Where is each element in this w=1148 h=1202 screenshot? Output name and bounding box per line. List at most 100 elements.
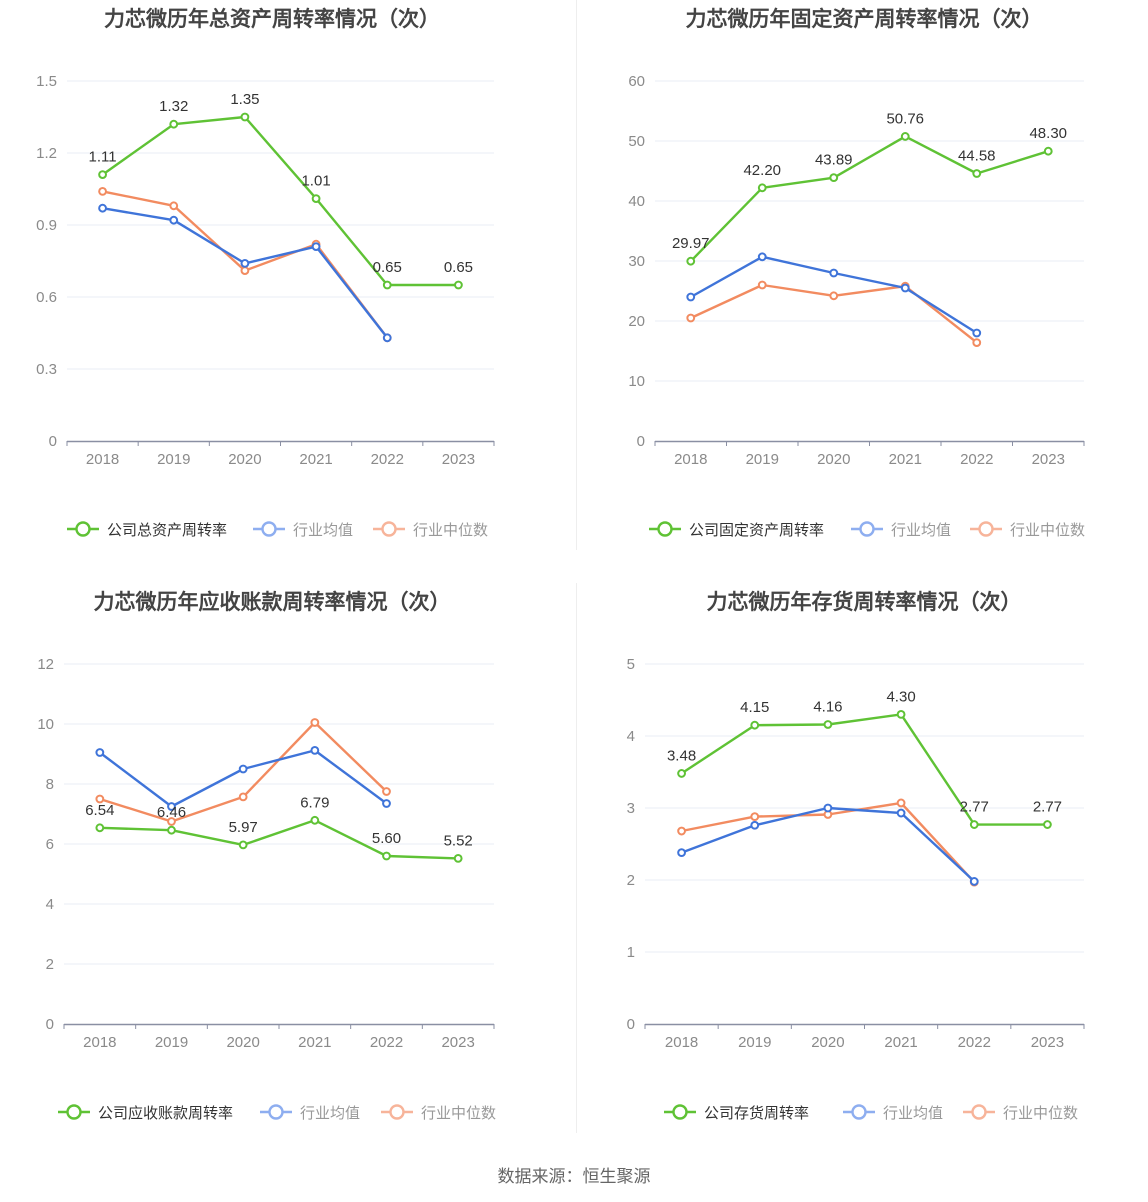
series-line-0 (680, 713, 1048, 826)
legend-marker-circle (261, 521, 277, 537)
y-tick-label: 1.2 (36, 145, 57, 162)
chart-panel-inventory-turnover: 力芯微历年存货周转率情况（次） 0 1 2 3 4 5 2018 2019 2020 2021 202… (574, 583, 1148, 1163)
data-label: 2.77 (960, 799, 989, 816)
legend-label: 公司总资产周转率 (107, 521, 227, 539)
data-point (829, 268, 839, 278)
x-tick-label: 2020 (228, 451, 261, 468)
x-tick-label: 2023 (441, 1034, 474, 1051)
x-tick-label: 2019 (746, 451, 779, 468)
data-point (1043, 146, 1053, 156)
data-point (238, 792, 248, 802)
data-label: 1.01 (301, 173, 330, 190)
data-point (453, 854, 463, 863)
x-tick-label: 2021 (298, 1034, 331, 1051)
y-tick-label: 60 (628, 73, 645, 90)
y-tick-label: 12 (37, 656, 54, 673)
data-label: 5.52 (444, 832, 473, 849)
y-tick-label: 4 (46, 896, 54, 913)
data-point (98, 187, 107, 196)
y-tick-label: 0.3 (36, 361, 57, 378)
data-point (311, 194, 321, 204)
data-label: 6.79 (300, 794, 329, 811)
y-tick-label: 10 (37, 716, 54, 733)
data-label: 1.32 (159, 98, 188, 115)
y-tick-label: 8 (46, 776, 54, 793)
data-label: 2.77 (1033, 799, 1062, 816)
data-point (896, 798, 906, 808)
data-label: 48.30 (1029, 125, 1067, 142)
data-point (95, 794, 105, 804)
data-point (686, 292, 696, 302)
data-point (167, 825, 176, 835)
y-tick-label: 0 (627, 1016, 635, 1033)
x-tick-label: 2018 (86, 451, 119, 468)
y-tick-label: 5 (627, 656, 635, 673)
data-point (382, 851, 391, 861)
chart-svg-total-asset-turnover: 力芯微历年总资产周转率情况（次） 0 0.3 0.6 0.9 1.2 1.5 2018 2019… (36, 7, 495, 539)
data-point (238, 764, 248, 774)
x-tick-label: 2021 (299, 451, 332, 468)
data-point (972, 328, 982, 338)
y-tick-label: 0 (46, 1016, 54, 1033)
data-point (972, 338, 982, 348)
data-point (240, 259, 250, 268)
data-point (167, 802, 176, 811)
data-point (311, 242, 321, 252)
legend-marker-circle (971, 1104, 987, 1120)
data-point (750, 812, 760, 822)
y-tick-label: 40 (628, 193, 645, 210)
data-point (382, 333, 392, 343)
data-point (896, 808, 906, 818)
chart-panel-fixed-asset-turnover: 力芯微历年固定资产周转率情况（次） 0 10 20 30 40 50 60 2018 2019 20… (574, 0, 1148, 580)
x-tick-label: 2019 (155, 1034, 188, 1051)
legend-marker-circle (66, 1104, 82, 1120)
data-point (1043, 820, 1052, 829)
data-label: 42.20 (743, 162, 781, 179)
data-point (757, 280, 767, 290)
data-point (240, 112, 250, 122)
x-tick-label: 2022 (370, 1034, 403, 1051)
y-tick-label: 1.5 (36, 73, 57, 90)
x-tick-label: 2018 (83, 1034, 116, 1051)
legend-marker-circle (978, 521, 994, 537)
legend-marker-circle (381, 521, 397, 537)
data-point (972, 169, 982, 178)
data-label: 29.97 (672, 235, 710, 252)
series-line-0 (689, 135, 1049, 263)
data-point (382, 787, 391, 796)
x-tick-label: 2019 (157, 451, 190, 468)
chart-title: 力芯微历年总资产周转率情况（次） (104, 7, 440, 31)
legend-marker-circle (75, 521, 91, 537)
data-point (969, 820, 979, 829)
data-label: 5.97 (229, 819, 258, 836)
data-point (98, 203, 107, 213)
legend-marker-circle (268, 1104, 284, 1120)
y-tick-label: 0 (637, 433, 645, 450)
legend-label: 行业均值 (300, 1104, 360, 1122)
y-tick-label: 0 (49, 433, 57, 450)
series-line-0 (99, 819, 459, 860)
x-tick-label: 2020 (817, 451, 850, 468)
data-point (969, 877, 979, 886)
x-tick-label: 2020 (226, 1034, 259, 1051)
chart-panel-total-asset-turnover: 力芯微历年总资产周转率情况（次） 0 0.3 0.6 0.9 1.2 1.5 2018 2019… (0, 0, 574, 580)
legend-marker-circle (859, 521, 875, 537)
data-point (757, 183, 767, 193)
data-label: 0.65 (444, 259, 473, 276)
data-label: 5.60 (372, 830, 401, 847)
x-tick-label: 2018 (665, 1034, 698, 1051)
data-point (757, 252, 767, 262)
y-tick-label: 0.9 (36, 217, 57, 234)
chart-title: 力芯微历年应收账款周转率情况（次） (94, 590, 451, 614)
legend-label: 行业中位数 (1010, 521, 1085, 539)
x-tick-label: 2023 (1032, 451, 1065, 468)
data-point (310, 746, 320, 755)
data-point (823, 803, 833, 813)
data-point (896, 709, 906, 719)
legend-marker-circle (672, 1104, 688, 1120)
legend-label: 行业中位数 (1003, 1104, 1078, 1122)
chart-svg-receivables-turnover: 力芯微历年应收账款周转率情况（次） 0 2 4 6 8 10 12 2018 2019 2020 20… (37, 590, 496, 1122)
data-label: 1.11 (89, 149, 117, 166)
legend-label: 行业中位数 (413, 521, 488, 539)
legend-label: 行业中位数 (421, 1104, 496, 1122)
